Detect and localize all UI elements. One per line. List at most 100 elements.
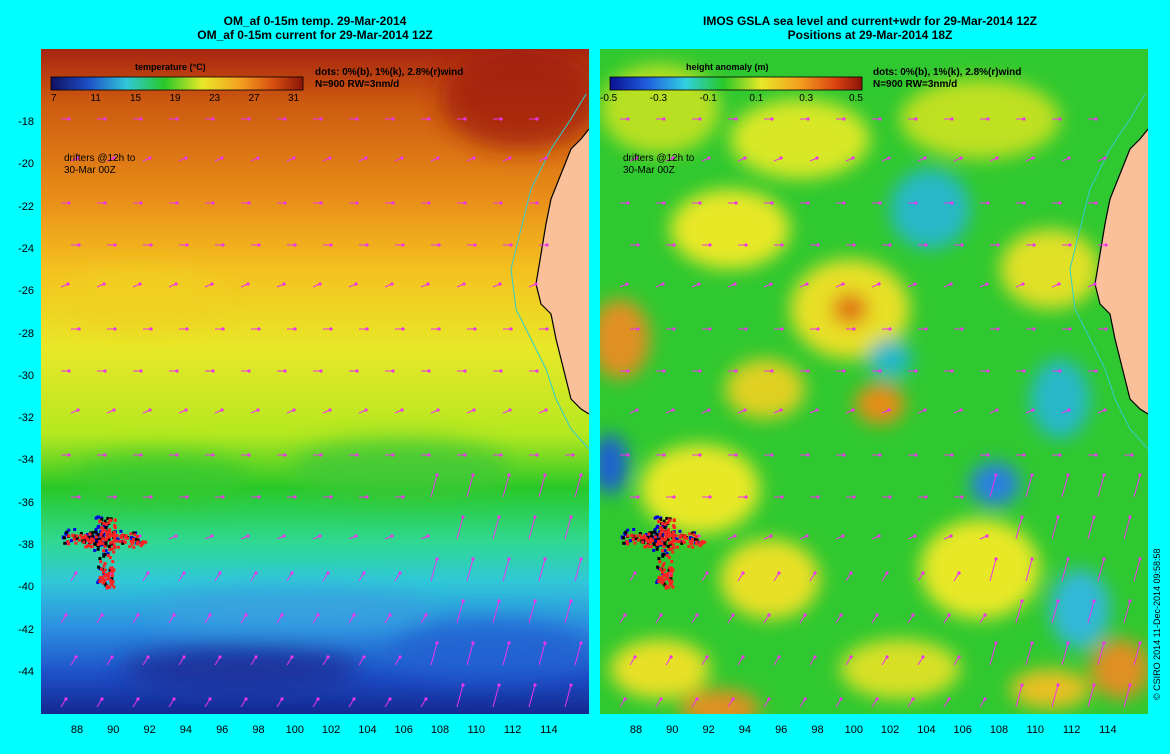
drifter-dot [665, 554, 669, 558]
current-arrow-head [1093, 282, 1097, 286]
current-arrow-head [354, 282, 358, 286]
drifter-dot [652, 542, 656, 546]
current-arrow-head [1102, 557, 1106, 561]
temperature-map[interactable] [41, 49, 589, 714]
current-arrow-head [64, 613, 68, 617]
current-arrow-head [208, 613, 212, 617]
drifter-dot [662, 582, 666, 586]
drifter-dot [662, 568, 666, 572]
current-arrow-head [669, 655, 673, 659]
current-arrow-head [184, 156, 188, 160]
current-arrow-head [533, 515, 537, 519]
current-arrow-head [888, 243, 892, 247]
current-arrow-head [1056, 599, 1060, 603]
current-arrow [1133, 642, 1141, 666]
current-arrow-head [148, 408, 152, 412]
current-arrow-head [424, 613, 428, 617]
current-arrow-head [316, 697, 320, 701]
current-arrow-head [401, 327, 405, 331]
drifter-dot [646, 540, 650, 544]
colorbar-tick-label: 27 [248, 93, 260, 104]
drifter-dot [695, 538, 699, 542]
current-arrow-head [986, 453, 990, 457]
drifter-dot [136, 542, 140, 546]
current-arrow-head [635, 156, 639, 160]
current-arrow [528, 684, 536, 708]
drifter-dot [661, 524, 665, 528]
height-colorbar [609, 76, 863, 91]
drifter-dot [79, 534, 83, 538]
drifter-dot [683, 534, 687, 538]
drifter-dot [690, 540, 694, 544]
current-arrow-head [1130, 453, 1134, 457]
current-arrow-head [463, 453, 467, 457]
current-arrow-head [911, 613, 915, 617]
drifter-dot [136, 538, 140, 542]
drifter-dot [107, 521, 111, 525]
current-arrow [1061, 558, 1069, 582]
current-arrow-head [950, 117, 954, 121]
drifter-dot [690, 537, 694, 541]
drifter-dot [655, 580, 659, 584]
drifter-dot [701, 540, 705, 544]
current-arrow-head [352, 613, 356, 617]
drifter-dot [668, 519, 672, 523]
drifter-dot [669, 569, 673, 573]
drifter-dot [103, 578, 107, 582]
current-arrow-head [221, 327, 225, 331]
current-arrow-head [806, 117, 810, 121]
africa-coastline [535, 128, 589, 415]
current-arrow-head [352, 697, 356, 701]
drifter-dot [74, 541, 78, 545]
current-arrow-head [427, 117, 431, 121]
drifter-dot [698, 544, 702, 548]
latitude-tick-label: -38 [18, 539, 34, 551]
current-arrow-head [533, 683, 537, 687]
drifter-dot [88, 532, 92, 536]
drifter-dot [105, 537, 109, 541]
current-arrow-head [875, 697, 879, 701]
current-arrow-head [391, 201, 395, 205]
current-arrow-head [983, 613, 987, 617]
current-arrow-head [815, 408, 819, 412]
current-arrow-head [950, 369, 954, 373]
drifter-dot [109, 582, 113, 586]
current-arrow [456, 684, 464, 708]
current-arrow-head [175, 201, 179, 205]
current-arrow-head [733, 282, 737, 286]
drifter-dot [108, 556, 112, 560]
drifter-dot [666, 537, 670, 541]
drifter-dot [667, 568, 671, 572]
drifter-dot [112, 550, 116, 554]
drifter-dot [661, 574, 665, 578]
current-arrow-head [328, 156, 332, 160]
current-arrow-head [211, 117, 215, 121]
current-arrow-head [1104, 327, 1108, 331]
latitude-tick-label: -26 [18, 285, 34, 298]
left-drifter-note: drifters @12h to 30-Mar 00Z [64, 153, 135, 177]
drifter-dot [75, 536, 79, 540]
current-arrow-head [816, 327, 820, 331]
drifter-dot [672, 524, 676, 528]
current-arrow-head [626, 453, 630, 457]
current-arrow-head [507, 641, 511, 645]
current-arrow [466, 474, 474, 498]
current-arrow-head [1102, 473, 1106, 477]
drifter-dot [103, 562, 107, 566]
drifter-dot [667, 585, 671, 589]
sea-level-map[interactable] [600, 49, 1148, 714]
drifter-dot [649, 544, 653, 548]
current-arrow-head [633, 571, 637, 575]
drifter-dot [662, 578, 666, 582]
current-arrow-head [662, 201, 666, 205]
current-arrow-head [914, 453, 918, 457]
current-arrow-head [888, 327, 892, 331]
drifter-dot [664, 534, 668, 538]
drifter-dot [106, 516, 110, 520]
drifter-dot [653, 528, 657, 532]
current-arrow-head [211, 201, 215, 205]
current-arrow-head [208, 697, 212, 701]
current-arrow-head [1056, 515, 1060, 519]
latitude-tick-label: -22 [18, 200, 34, 213]
drifter-dot [103, 545, 107, 549]
